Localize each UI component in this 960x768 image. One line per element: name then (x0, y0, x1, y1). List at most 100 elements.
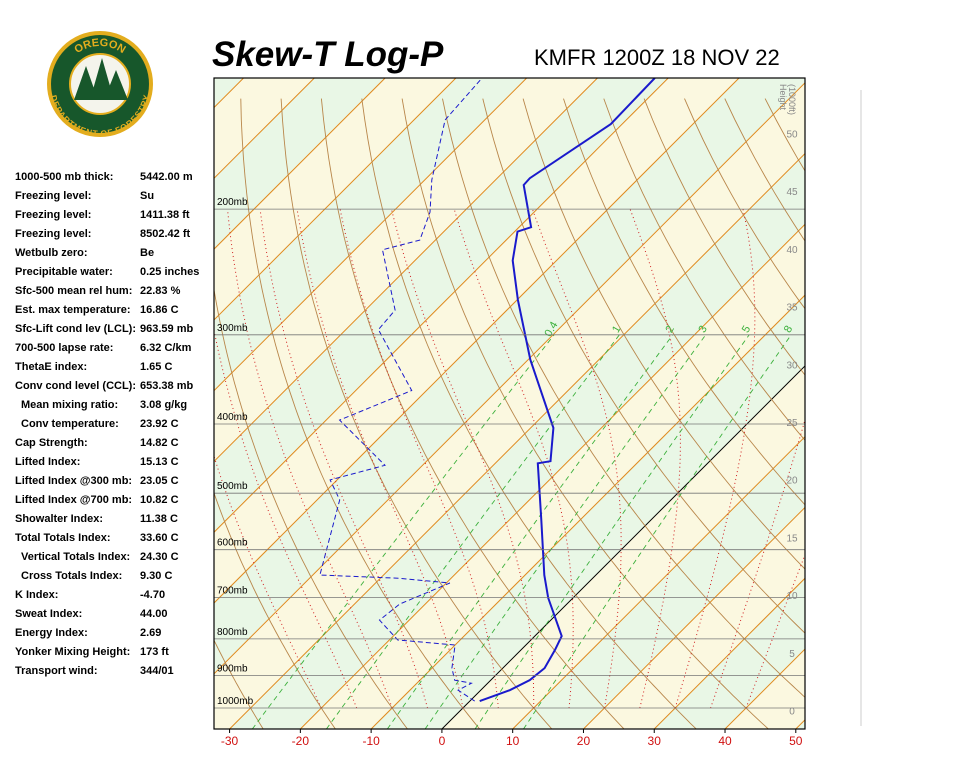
height-tick-label: 45 (786, 187, 798, 198)
moist-adiabat (339, 209, 499, 709)
stat-value: 11.38 C (140, 513, 178, 525)
stat-label: Showalter Index: (15, 513, 103, 525)
x-tick-label: -10 (362, 734, 380, 748)
height-tick-label: 35 (786, 303, 798, 314)
stat-value: 5442.00 m (140, 171, 193, 183)
plot-frame (213, 77, 806, 730)
stat-label: 700-500 lapse rate: (15, 342, 113, 354)
logo: OREGON DEPARTMENT OF FORESTRY (47, 31, 153, 139)
stat-value: 173 ft (140, 646, 169, 658)
mixing-ratio-label: 8 (782, 324, 795, 335)
mixing-ratio-label: 1 (610, 324, 623, 335)
stat-value: 344/01 (140, 665, 174, 677)
mixing-ratio-line (386, 334, 674, 729)
moist-adiabat (296, 209, 464, 709)
stat-value: Su (140, 190, 154, 202)
stat-label: Total Totals Index: (15, 532, 111, 544)
stat-value: 22.83 % (140, 285, 181, 297)
stat-label: Cap Strength: (15, 437, 88, 449)
background: 0.4 1 2 3 5 8 (214, 78, 960, 729)
logo-text: OREGON (72, 37, 127, 56)
pressure-label: 900mb (217, 663, 248, 674)
stat-label: Vertical Totals Index: (21, 551, 130, 563)
moist-adiabat (531, 209, 622, 709)
height-axis-label: (1000ft) (787, 84, 797, 115)
stat-value: -4.70 (140, 589, 165, 601)
mixing-ratio-line (424, 334, 707, 729)
height-tick-label: 50 (786, 129, 798, 140)
mixing-ratio-label: 5 (740, 324, 753, 335)
stat-value: 3.08 g/kg (140, 399, 187, 411)
isotherm (214, 78, 528, 392)
mixing-ratio-label: 2 (663, 324, 676, 335)
height-tick-label: 0 (789, 707, 795, 718)
dry-adiabat (603, 98, 805, 441)
mixing-ratio-line (523, 334, 792, 729)
stat-value: 2.69 (140, 627, 161, 639)
dry-adiabat (482, 98, 805, 634)
stat-value: 653.38 mb (140, 380, 193, 392)
stat-label: Sfc-500 mean rel hum: (15, 285, 132, 297)
stat-label: Precipitable water: (15, 266, 113, 278)
height-tick-label: 25 (786, 418, 798, 429)
stat-label: Conv cond level (CCL): (15, 380, 136, 392)
isotherm (229, 152, 805, 729)
title: Skew-T Log-P (212, 35, 444, 74)
stat-label: Mean mixing ratio: (21, 399, 118, 411)
dry-adiabat (927, 99, 960, 729)
band (214, 82, 805, 729)
stat-label: Freezing level: (15, 228, 91, 240)
isotherm (795, 719, 805, 729)
stat-label: Freezing level: (15, 209, 91, 221)
stat-label: Yonker Mixing Height: (15, 646, 130, 658)
stat-value: 15.13 C (140, 456, 179, 468)
dry-adiabat (214, 286, 408, 729)
height-tick-label: 30 (786, 360, 798, 371)
x-tick-label: 20 (577, 734, 591, 748)
stat-value: 6.32 C/km (140, 342, 192, 354)
stat-value: 10.82 C (140, 494, 179, 506)
isotherm (214, 78, 457, 321)
isotherm (214, 78, 386, 250)
stat-label: Freezing level: (15, 190, 91, 202)
stat-label: Conv temperature: (21, 418, 119, 430)
dry-adiabat (806, 99, 960, 729)
dry-adiabat (214, 639, 264, 729)
height-tick-label: 20 (786, 476, 798, 487)
stat-label: Lifted Index @300 mb: (15, 475, 132, 487)
stat-label: Transport wind: (15, 665, 98, 677)
x-tick-label: -20 (292, 734, 310, 748)
stat-value: 24.30 C (140, 551, 179, 563)
stat-label: Energy Index: (15, 627, 88, 639)
dry-adiabat (240, 98, 481, 729)
height-tick-label: 40 (786, 245, 798, 256)
stat-label: Wetbulb zero: (15, 247, 88, 259)
stat-value: 1.65 C (140, 361, 172, 373)
isotherm (214, 78, 598, 463)
mixing-ratio-line (326, 334, 620, 729)
stat-value: Be (140, 247, 154, 259)
pressure-label: 600mb (217, 538, 248, 549)
x-tick-label: 30 (648, 734, 662, 748)
pressure-label: 200mb (217, 197, 248, 208)
isotherm (370, 294, 805, 729)
stat-label: Lifted Index @700 mb: (15, 494, 132, 506)
dry-adiabat (846, 99, 960, 729)
stat-value: 23.05 C (140, 475, 179, 487)
dry-adiabat (280, 98, 553, 729)
x-tick-label: 40 (718, 734, 732, 748)
stat-value: 44.00 (140, 608, 168, 620)
stat-label: Sweat Index: (15, 608, 82, 620)
stat-value: 23.92 C (140, 418, 179, 430)
stat-label: Lifted Index: (15, 456, 80, 468)
stat-value: 16.86 C (140, 304, 179, 316)
stat-value: 963.59 mb (140, 323, 193, 335)
dry-adiabat (643, 98, 805, 376)
isotherm (214, 78, 669, 533)
mixing-ratio-line (251, 334, 555, 729)
stat-label: Sfc-Lift cond lev (LCL): (15, 323, 136, 335)
stat-label: K Index: (15, 589, 58, 601)
stat-value: 1411.38 ft (140, 209, 190, 221)
